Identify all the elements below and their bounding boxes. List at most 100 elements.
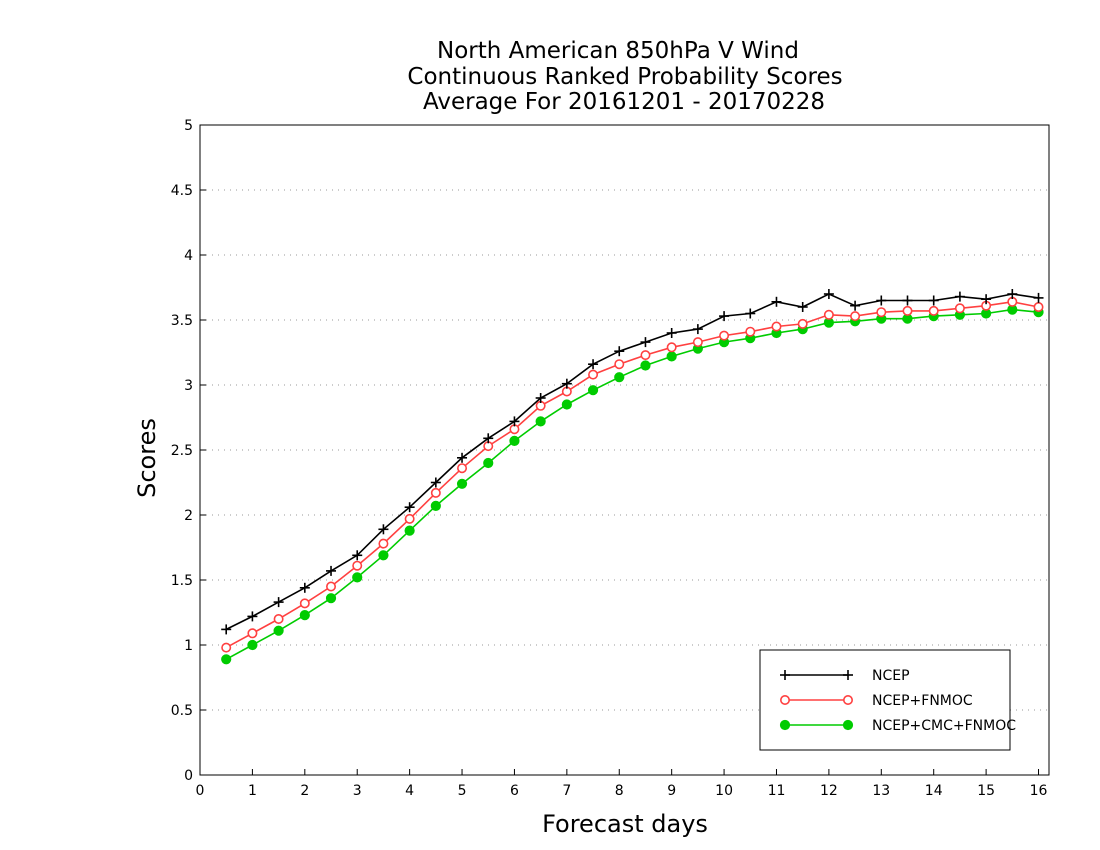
- x-tick-label: 14: [925, 783, 943, 799]
- data-point: [928, 295, 939, 306]
- series-ncep-fnmoc: [221, 296, 1044, 653]
- data-point: [876, 295, 887, 306]
- y-tick-label: 2.5: [171, 443, 193, 459]
- axis-ticks: 00.511.522.533.544.550 1 2 3 4 5 6 7 8 9 10 11 12 13 1…: [171, 118, 1048, 799]
- data-point: [692, 337, 703, 348]
- data-point: [430, 500, 441, 511]
- x-tick-label: 8: [615, 783, 624, 799]
- data-point: [247, 639, 258, 651]
- data-point: [509, 416, 520, 427]
- data-point: [404, 513, 415, 524]
- data-point: [614, 359, 625, 370]
- data-point: [614, 372, 625, 383]
- y-tick-label: 5: [184, 118, 193, 134]
- x-tick-label: 7: [562, 783, 571, 799]
- data-point: [352, 560, 363, 571]
- x-tick-label: 0: [196, 783, 205, 799]
- data-point: [954, 291, 965, 302]
- data-point: [325, 593, 337, 604]
- x-tick-label: 11: [768, 783, 786, 799]
- data-point: [771, 321, 782, 332]
- data-point: [326, 581, 337, 592]
- data-point: [771, 296, 782, 307]
- x-tick-label: 6: [510, 783, 519, 799]
- data-point: [640, 360, 651, 371]
- data-point: [352, 550, 363, 561]
- chart-title: North American 850hPa V Wind Continuous …: [407, 38, 842, 115]
- data-point: [588, 359, 599, 370]
- x-tick-label: 13: [872, 783, 890, 799]
- y-tick-label: 1.5: [171, 573, 193, 589]
- data-point: [587, 385, 599, 396]
- data-point: [719, 311, 730, 322]
- legend-item-ncep: NCEP: [780, 668, 910, 684]
- data-point: [561, 399, 572, 410]
- data-point: [561, 378, 572, 389]
- series-group: [221, 289, 1044, 665]
- data-point: [614, 346, 625, 357]
- data-point: [797, 302, 808, 312]
- data-point: [378, 524, 389, 535]
- data-point: [535, 416, 546, 427]
- data-point: [902, 305, 913, 316]
- data-point: [719, 330, 730, 341]
- data-point: [823, 309, 834, 320]
- y-axis-title: Scores: [133, 418, 161, 498]
- data-point: [588, 369, 599, 380]
- y-tick-label: 0.5: [171, 703, 193, 719]
- x-tick-label: 4: [405, 783, 414, 799]
- y-tick-label: 4: [184, 248, 193, 264]
- series-line-ncep: [225, 293, 1039, 631]
- y-tick-label: 4.5: [171, 183, 193, 199]
- data-point: [1033, 292, 1044, 303]
- data-point: [981, 294, 992, 305]
- x-tick-label: 12: [820, 783, 838, 799]
- data-point: [404, 525, 415, 536]
- legend-label: NCEP: [872, 668, 910, 684]
- y-tick-label: 1: [184, 638, 193, 654]
- x-tick-label: 10: [715, 783, 733, 799]
- data-point: [1007, 289, 1018, 299]
- data-point: [928, 305, 939, 316]
- legend-marker: [842, 719, 854, 731]
- data-point: [483, 457, 494, 469]
- y-tick-label: 0: [184, 768, 193, 784]
- data-point: [666, 342, 677, 353]
- data-point: [666, 328, 677, 338]
- data-point: [457, 463, 468, 474]
- data-point: [457, 452, 468, 463]
- data-point: [666, 351, 677, 362]
- x-tick-label: 3: [353, 783, 362, 799]
- data-point: [273, 625, 284, 636]
- data-point: [247, 611, 258, 622]
- y-tick-label: 3.5: [171, 313, 193, 329]
- legend-item-ncep-fnmoc: NCEP+FNMOC: [779, 693, 973, 709]
- x-tick-label: 15: [977, 783, 995, 799]
- data-point: [456, 478, 468, 489]
- data-point: [247, 628, 258, 639]
- y-tick-label: 3: [184, 378, 193, 394]
- data-point: [823, 289, 834, 299]
- data-point: [430, 477, 441, 488]
- data-point: [850, 300, 861, 311]
- data-point: [299, 598, 310, 609]
- x-tick-label: 9: [667, 783, 676, 799]
- data-point: [745, 326, 756, 337]
- data-point: [273, 613, 284, 624]
- data-point: [378, 538, 389, 549]
- series-line-ncep-fnmoc: [225, 300, 1039, 649]
- data-point: [221, 654, 232, 665]
- data-point: [326, 565, 337, 576]
- data-point: [221, 642, 232, 653]
- data-point: [850, 311, 861, 322]
- legend-label: NCEP+FNMOC: [872, 693, 973, 709]
- data-point: [1033, 301, 1044, 312]
- legend: NCEP NCEP+FNMOC NCEP+CMC+FNMOC: [759, 649, 1016, 751]
- x-tick-label: 16: [1030, 783, 1048, 799]
- x-tick-label: 2: [300, 783, 309, 799]
- legend-marker: [842, 694, 853, 705]
- legend-label: NCEP+CMC+FNMOC: [872, 718, 1016, 734]
- data-point: [902, 295, 913, 306]
- data-point: [430, 487, 441, 498]
- data-point: [640, 337, 651, 348]
